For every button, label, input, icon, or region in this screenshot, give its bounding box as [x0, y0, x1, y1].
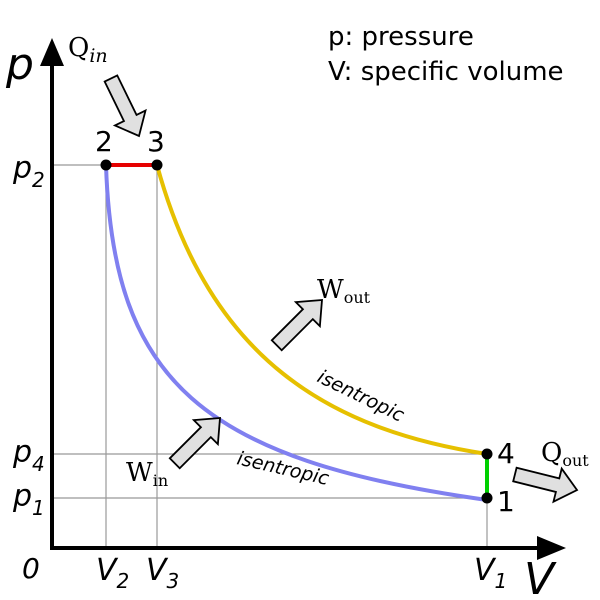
x-tick-v1: V1 — [474, 553, 507, 593]
origin-label: 0 — [22, 552, 40, 585]
x-axis-arrowhead — [537, 536, 566, 560]
w-out-arrow-icon — [270, 299, 323, 352]
compression-curve — [104, 164, 488, 502]
q-out-arrow-icon — [512, 466, 579, 504]
expansion-curve — [155, 164, 488, 456]
point-label-2: 2 — [95, 125, 113, 158]
state-points — [100, 159, 493, 504]
y-tick-p4: p4 — [12, 435, 45, 476]
x-tick-v3: V3 — [146, 553, 179, 593]
y-tick-p1: p1 — [12, 479, 45, 520]
axes — [40, 38, 566, 560]
legend-specific-volume: V: specific volume — [328, 57, 564, 87]
y-axis-label: p — [5, 39, 34, 90]
q-out-label: Qout — [541, 438, 589, 470]
w-in-label: Win — [126, 458, 168, 490]
state-point-2 — [100, 159, 112, 171]
y-tick-p2: p2 — [12, 151, 45, 192]
state-point-3 — [151, 159, 163, 171]
hollow-arrows — [103, 74, 579, 504]
point-label-4: 4 — [497, 437, 515, 470]
legend-pressure: p: pressure — [328, 22, 474, 52]
y-axis-arrowhead — [40, 38, 64, 66]
point-label-1: 1 — [497, 485, 515, 518]
x-axis-label: V — [524, 554, 557, 600]
q-in-label: Qin — [68, 33, 108, 67]
state-point-1 — [481, 492, 493, 504]
w-in-arrow-icon — [168, 417, 221, 470]
w-out-label: Wout — [317, 275, 371, 307]
point-label-3: 3 — [147, 125, 165, 158]
state-point-4 — [481, 448, 493, 460]
x-tick-v2: V2 — [96, 553, 129, 593]
q-in-arrow-icon — [103, 74, 147, 138]
